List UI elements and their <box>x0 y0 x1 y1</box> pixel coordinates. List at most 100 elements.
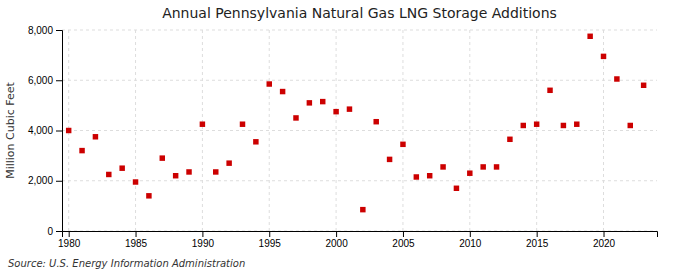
tick-label: 2005 <box>392 238 415 249</box>
chart: 1980 1985 1990 1995 2000 2005 2010 2015 2020 0 2,0… <box>0 0 675 275</box>
point <box>507 137 512 142</box>
tick: 2010 <box>459 231 482 249</box>
tick-mark <box>604 231 605 237</box>
tick: 2020 <box>593 231 616 249</box>
point <box>628 123 633 128</box>
point <box>440 164 445 169</box>
point <box>601 54 606 59</box>
tick-label: 1985 <box>125 238 148 249</box>
point <box>400 142 405 147</box>
grid <box>62 30 657 231</box>
grid-line <box>202 30 203 231</box>
point <box>427 173 432 178</box>
point <box>534 121 539 126</box>
point <box>454 186 459 191</box>
point <box>186 169 191 174</box>
tick-label: 1980 <box>58 238 81 249</box>
tick: 2000 <box>325 231 348 249</box>
marks <box>66 34 646 213</box>
point <box>373 119 378 124</box>
tick-mark <box>56 30 62 31</box>
tick-mark <box>202 231 203 237</box>
tick-mark <box>136 231 137 237</box>
point <box>160 155 165 160</box>
tick-label: 8,000 <box>28 25 53 36</box>
tick-mark <box>56 131 62 132</box>
tick: 6,000 <box>28 75 62 86</box>
tick-mark <box>69 231 70 237</box>
tick-label: 0 <box>47 226 53 237</box>
tick-label: 2020 <box>593 238 616 249</box>
grid-line <box>62 30 657 31</box>
grid-line <box>62 130 657 131</box>
point <box>547 88 552 93</box>
y-axis: 0 2,000 4,000 6,000 8,000 <box>28 25 63 237</box>
tick: 1995 <box>259 231 282 249</box>
tick: 1980 <box>58 231 81 249</box>
tick-mark <box>56 181 62 182</box>
axis-line <box>56 31 63 232</box>
point <box>360 207 365 212</box>
point <box>333 109 338 114</box>
point <box>240 121 245 126</box>
grid-line <box>62 180 657 181</box>
point <box>414 174 419 179</box>
tick-mark <box>56 231 62 232</box>
annotation: Source: U.S. Energy Information Administ… <box>8 258 245 269</box>
point <box>146 193 151 198</box>
point <box>280 89 285 94</box>
tick-mark <box>470 231 471 237</box>
point <box>93 134 98 139</box>
tick: 2,000 <box>28 175 62 186</box>
point <box>467 170 472 175</box>
grid-line <box>469 30 470 231</box>
grid-line <box>62 80 657 81</box>
y-axis-label: Million Cubic Feet <box>4 81 17 178</box>
point <box>226 160 231 165</box>
point <box>213 169 218 174</box>
tick: 2005 <box>392 231 415 249</box>
grid-line <box>402 30 403 231</box>
tick: 2015 <box>526 231 549 249</box>
point <box>480 164 485 169</box>
grid-line <box>536 30 537 231</box>
plot: 1980 1985 1990 1995 2000 2005 2010 2015 2020 0 2,0… <box>28 25 658 249</box>
point <box>173 173 178 178</box>
grid-line <box>269 30 270 231</box>
axis-line <box>63 232 658 238</box>
point <box>253 139 258 144</box>
tick: 1985 <box>125 231 148 249</box>
point <box>133 179 138 184</box>
point <box>387 157 392 162</box>
point <box>641 83 646 88</box>
point <box>614 76 619 81</box>
point <box>66 128 71 133</box>
tick-mark <box>403 231 404 237</box>
point <box>106 172 111 177</box>
point <box>200 121 205 126</box>
point <box>521 123 526 128</box>
point <box>307 100 312 105</box>
tick-label: 4,000 <box>28 125 53 136</box>
tick: 8,000 <box>28 25 62 36</box>
tick-label: 2000 <box>325 238 348 249</box>
tick-mark <box>336 231 337 237</box>
tick-label: 1990 <box>192 238 215 249</box>
tick-mark <box>56 80 62 81</box>
grid-line <box>135 30 136 231</box>
tick-mark <box>537 231 538 237</box>
tick-label: 1995 <box>259 238 282 249</box>
tick-label: 2,000 <box>28 175 53 186</box>
point <box>320 99 325 104</box>
point <box>561 123 566 128</box>
point <box>574 121 579 126</box>
point <box>587 34 592 39</box>
x-axis: 1980 1985 1990 1995 2000 2005 2010 2015 2020 <box>58 231 657 249</box>
point <box>79 148 84 153</box>
grid-line <box>336 30 337 231</box>
tick-label: 6,000 <box>28 75 53 86</box>
tick: 1990 <box>192 231 215 249</box>
point <box>293 115 298 120</box>
point <box>347 106 352 111</box>
title: Annual Pennsylvania Natural Gas LNG Stor… <box>162 5 557 21</box>
